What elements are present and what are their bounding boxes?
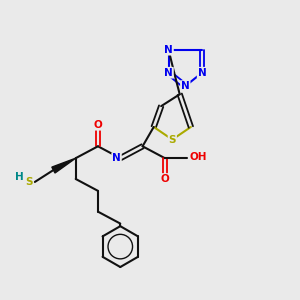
- Text: O: O: [94, 120, 102, 130]
- Text: N: N: [181, 81, 190, 91]
- Text: O: O: [160, 174, 169, 184]
- Text: OH: OH: [190, 152, 207, 162]
- Text: N: N: [112, 153, 121, 163]
- Text: H: H: [15, 172, 24, 182]
- Polygon shape: [52, 158, 76, 173]
- Text: N: N: [164, 68, 173, 78]
- Text: N: N: [198, 68, 206, 78]
- Text: S: S: [26, 177, 33, 187]
- Text: N: N: [164, 45, 173, 55]
- Text: S: S: [169, 135, 176, 145]
